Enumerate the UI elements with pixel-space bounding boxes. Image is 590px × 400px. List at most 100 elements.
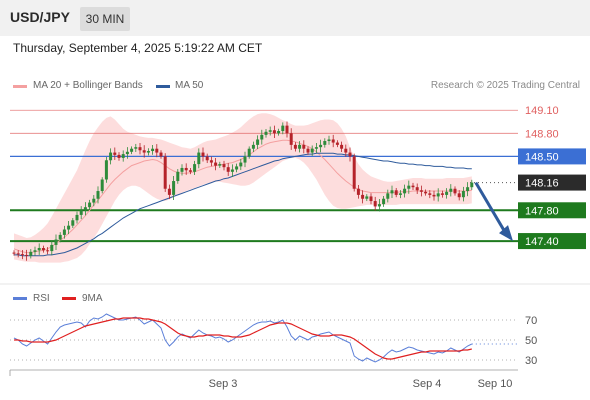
candle-body	[340, 144, 344, 149]
candle-body	[306, 148, 310, 153]
candle-body	[407, 185, 411, 189]
candle-body	[180, 167, 184, 172]
candle-body	[415, 187, 419, 191]
support-label-147.80: 147.80	[525, 205, 559, 217]
candle-body	[75, 214, 79, 221]
candle-body	[58, 234, 62, 240]
candle-body	[251, 144, 255, 149]
candle-body	[142, 150, 146, 153]
candle-body	[260, 134, 264, 140]
candle-body	[109, 152, 113, 161]
candle-body	[390, 190, 394, 194]
candle-body	[79, 210, 83, 215]
candle-body	[214, 162, 218, 166]
chart-header: USD/JPY 30 MIN	[0, 0, 590, 36]
candle-body	[67, 225, 71, 230]
resistance-label-149.10: 149.10	[525, 105, 559, 117]
candle-body	[365, 196, 369, 199]
support-box-147.80	[518, 202, 586, 219]
candle-body	[146, 151, 150, 153]
candle-body	[382, 198, 386, 205]
candle-body	[352, 156, 356, 189]
forecast-arrow-shaft	[474, 181, 507, 233]
ma50-legend-label: MA 50	[175, 80, 204, 91]
candle-body	[272, 130, 276, 134]
candle-body	[256, 139, 260, 145]
candle-body	[419, 190, 423, 192]
candle-body	[235, 166, 239, 170]
candle-body	[46, 250, 50, 252]
candle-body	[104, 160, 108, 180]
candle-body	[377, 204, 381, 207]
candle-body	[289, 133, 293, 145]
candle-body	[457, 193, 461, 198]
candle-body	[310, 148, 314, 153]
candle-body	[88, 202, 92, 208]
candle-body	[218, 164, 222, 166]
candle-body	[197, 152, 201, 165]
candle-body	[268, 130, 272, 132]
candle-body	[319, 144, 323, 148]
candle-body	[323, 141, 327, 145]
candle-body	[348, 152, 352, 157]
timeframe-button[interactable]: 30 MIN	[80, 7, 130, 31]
candle-body	[331, 139, 335, 143]
candle-body	[470, 182, 474, 188]
candle-body	[436, 193, 440, 197]
candle-body	[222, 164, 226, 168]
candle-body	[369, 196, 373, 202]
candle-body	[449, 188, 453, 192]
candle-body	[264, 131, 268, 135]
candle-body	[239, 162, 243, 167]
candle-body	[155, 148, 159, 153]
candle-body	[461, 191, 465, 198]
rsi-ma-line	[14, 317, 472, 360]
candle-body	[151, 148, 155, 152]
candle-body	[403, 188, 407, 194]
candle-body	[432, 194, 436, 197]
candle-body	[243, 156, 247, 163]
rsi-legend-label: RSI	[33, 293, 50, 304]
candle-body	[33, 250, 37, 252]
candle-body	[100, 179, 104, 192]
candle-body	[121, 154, 125, 158]
candle-body	[230, 169, 234, 172]
candle-body	[193, 164, 197, 172]
resistance-label-148.80: 148.80	[525, 128, 559, 140]
candle-body	[172, 181, 176, 195]
candle-body	[113, 152, 117, 155]
candle-body	[440, 193, 444, 195]
candle-body	[335, 142, 339, 145]
last-price-box	[518, 174, 586, 191]
support-label-147.40: 147.40	[525, 236, 559, 248]
bollinger-legend-swatch	[13, 85, 27, 88]
candle-body	[277, 131, 281, 134]
candle-body	[285, 125, 289, 134]
x-tick-label: Sep 10	[478, 378, 513, 390]
level-box-148.50	[518, 148, 586, 165]
candle-body	[386, 193, 390, 199]
candle-body	[134, 147, 138, 149]
candle-body	[356, 188, 360, 195]
candle-body	[466, 187, 470, 192]
bollinger-legend-label: MA 20 + Bollinger Bands	[33, 80, 143, 91]
candle-body	[188, 170, 192, 172]
candle-body	[398, 193, 402, 195]
candle-body	[12, 252, 16, 254]
last-price-label: 148.16	[525, 178, 559, 190]
candle-body	[29, 251, 33, 256]
candle-body	[247, 148, 251, 157]
rsi-tick-30: 30	[525, 355, 537, 367]
candle-body	[96, 191, 100, 199]
candle-body	[184, 167, 188, 171]
candle-body	[25, 254, 29, 256]
support-box-147.40	[518, 233, 586, 250]
candle-body	[293, 144, 297, 149]
candle-body	[428, 193, 432, 195]
ma50-legend-swatch	[156, 85, 170, 88]
candle-body	[41, 247, 45, 251]
candle-body	[37, 247, 41, 251]
rsi-ma-legend-swatch	[62, 297, 76, 300]
candle-body	[71, 220, 75, 226]
